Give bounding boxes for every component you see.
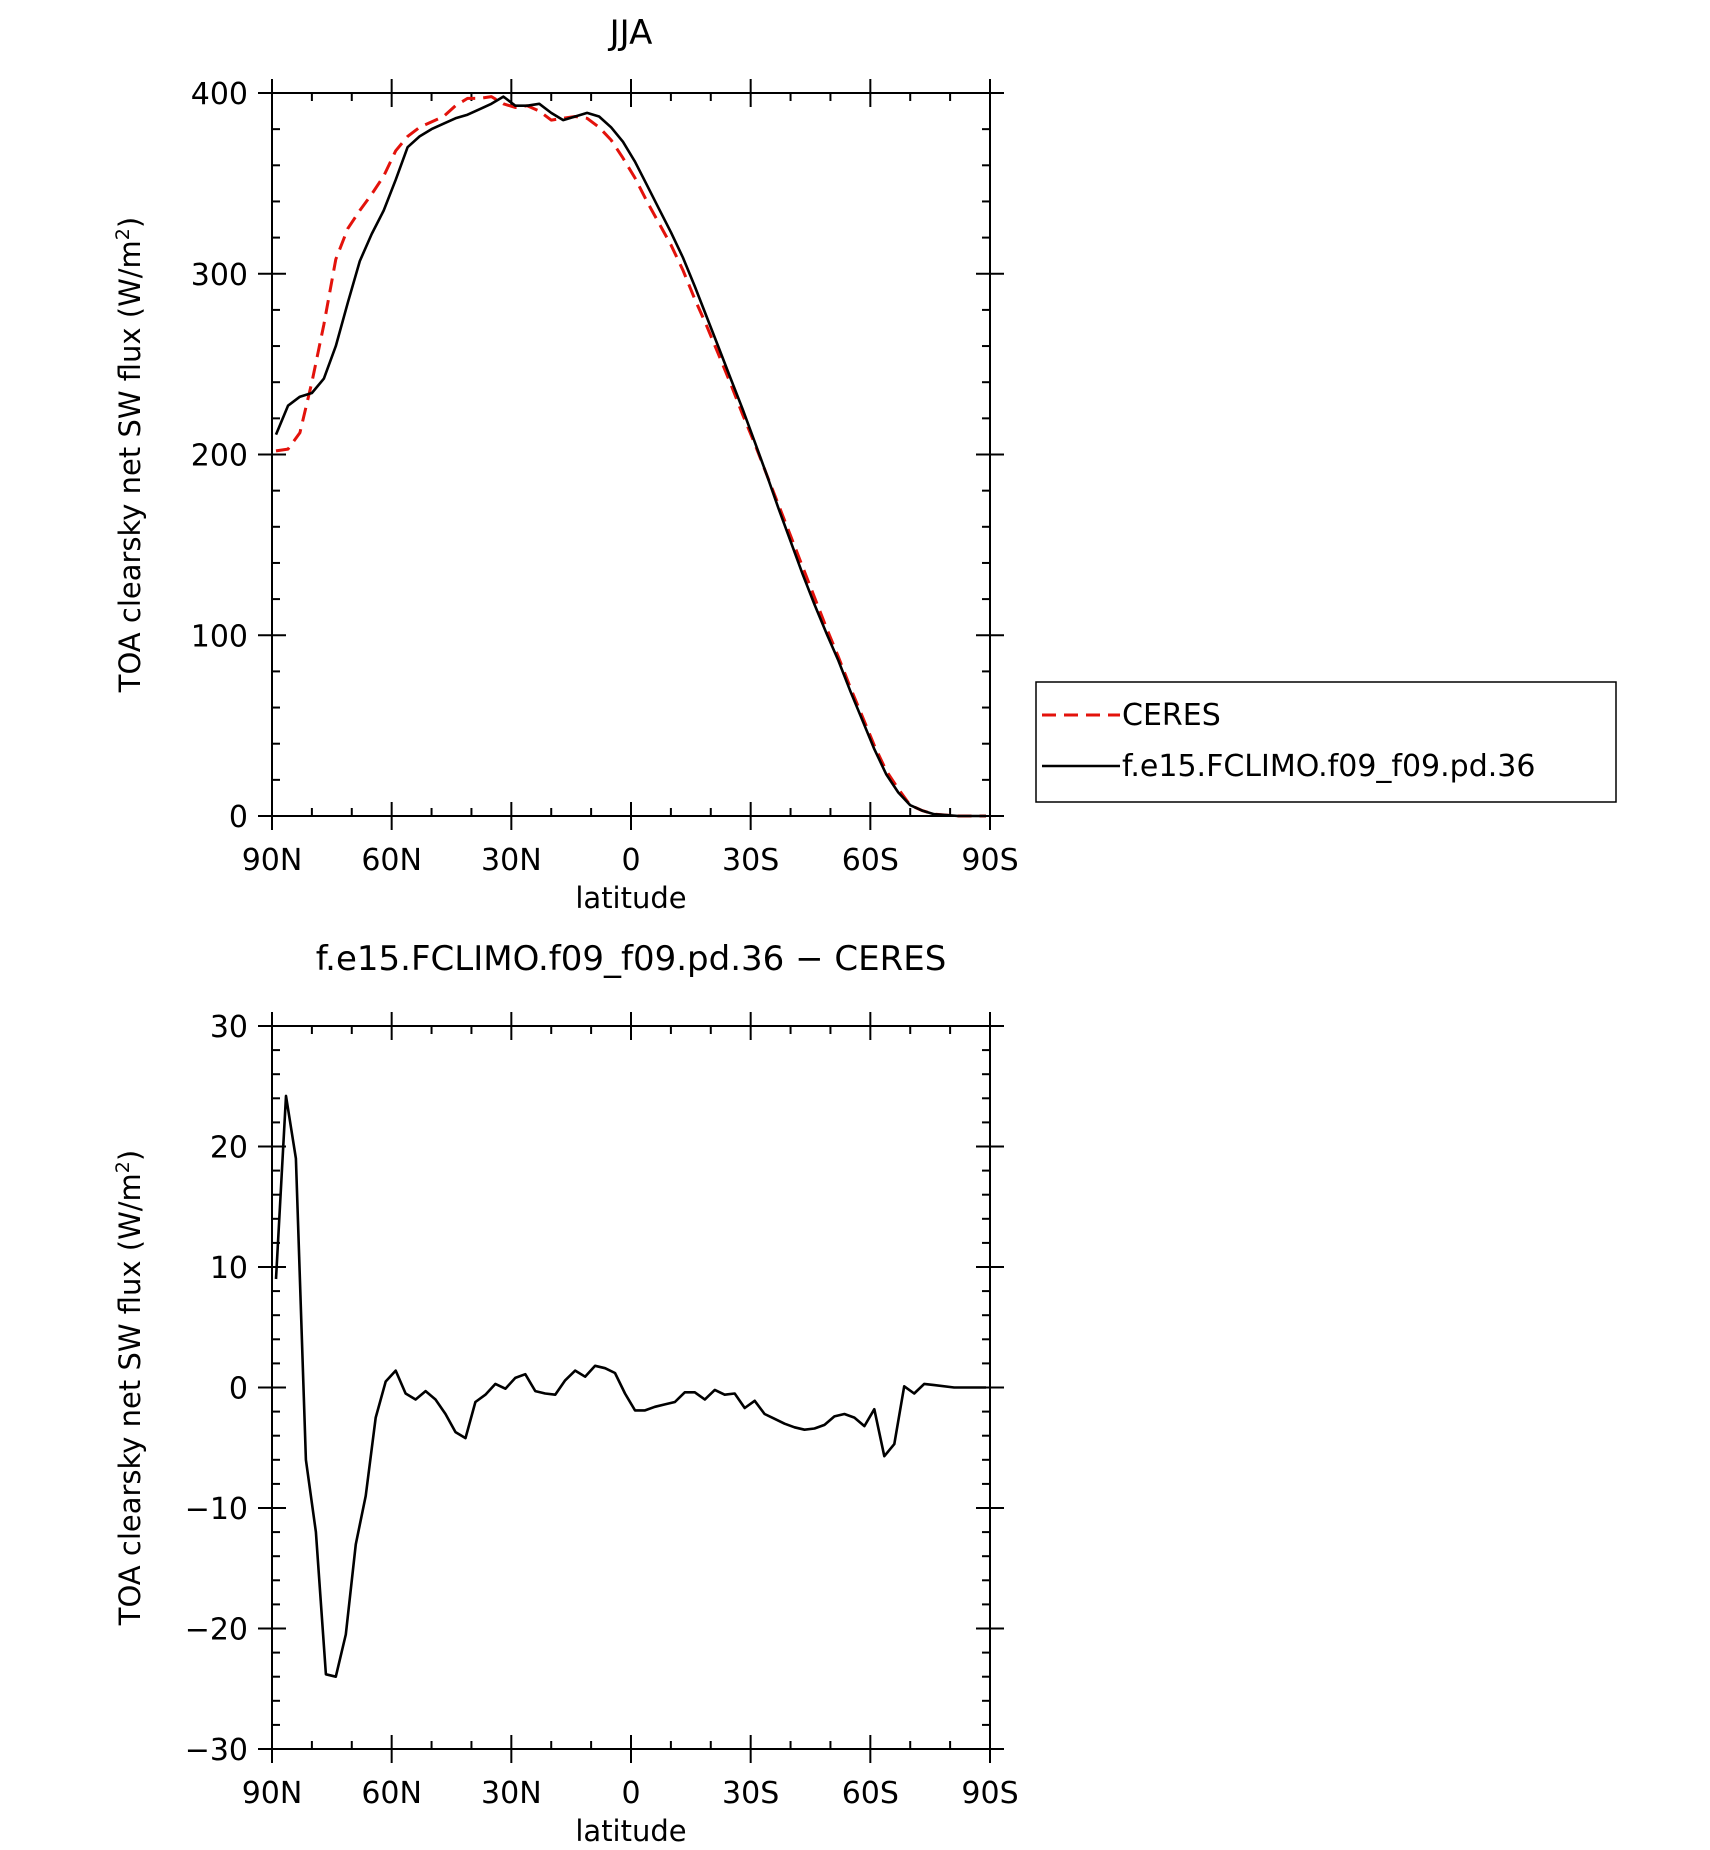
bottom-panel-difference: f.e15.FCLIMO.f09_f09.pd.36 − CERES 90N 6… [112,939,1019,1848]
bottom-x-tick-labels: 90N 60N 30N 0 30S 60S 90S [242,1776,1019,1811]
bottom-x-tick-label: 90S [961,1776,1018,1811]
bottom-y-tick-label: 10 [210,1251,248,1286]
bottom-x-axis-label: latitude [575,1814,686,1848]
legend-model-label: f.e15.FCLIMO.f09_f09.pd.36 [1122,749,1535,784]
top-axis-ticks [258,79,1004,830]
bottom-y-axis-label-main: TOA clearsky net SW flux (W/m [113,1173,147,1626]
bottom-series [274,1094,986,1678]
legend-box [1035,681,1617,803]
model-series-line [274,95,986,818]
difference-series-line [274,1094,986,1678]
ceres-series-line [275,95,986,818]
top-x-tick-label: 30S [722,843,779,878]
top-x-tick-label: 60S [842,843,899,878]
bottom-y-tick-label: 30 [210,1010,248,1045]
top-plot-title: JJA [608,13,653,53]
top-x-tick-label: 0 [621,843,640,878]
bottom-x-tick-label: 60S [842,1776,899,1811]
top-y-tick-label: 400 [191,77,248,112]
bottom-y-axis-label: TOA clearsky net SW flux (W/m2) [112,1150,147,1626]
bottom-y-tick-label: −30 [185,1733,248,1768]
top-series [274,95,986,818]
top-plot-frame [271,92,991,817]
top-panel-jja: JJA 90N 60N 30N 0 30S 60S 90S 0 100 200 … [112,13,1617,915]
top-y-axis-label: TOA clearsky net SW flux (W/m2) [112,217,147,693]
bottom-y-axis-label-sup: 2 [112,1161,134,1173]
top-y-axis-label-sup: 2 [112,228,134,240]
bottom-y-axis-label-close: ) [113,1150,147,1161]
top-x-tick-label: 90S [961,843,1018,878]
legend-ceres-label: CERES [1122,698,1221,733]
top-x-tick-label: 30N [481,843,542,878]
bottom-axis-ticks [258,1012,1004,1763]
top-y-tick-label: 300 [191,258,248,293]
bottom-y-tick-label: −20 [185,1613,248,1648]
bottom-x-tick-label: 60N [361,1776,422,1811]
bottom-plot-title: f.e15.FCLIMO.f09_f09.pd.36 − CERES [316,939,947,979]
bottom-x-tick-label: 30S [722,1776,779,1811]
top-y-tick-label: 0 [229,800,248,835]
top-y-axis-label-main: TOA clearsky net SW flux (W/m [113,240,147,693]
bottom-y-tick-label: −10 [185,1492,248,1527]
bottom-y-tick-labels: −30 −20 −10 0 10 20 30 [185,1010,248,1768]
top-y-tick-labels: 0 100 200 300 400 [191,77,248,835]
top-x-tick-labels: 90N 60N 30N 0 30S 60S 90S [242,843,1019,878]
top-y-tick-label: 100 [191,619,248,654]
bottom-x-tick-label: 0 [621,1776,640,1811]
legend: CERES f.e15.FCLIMO.f09_f09.pd.36 [1035,681,1617,803]
bottom-y-tick-label: 20 [210,1131,248,1166]
top-y-axis-label-close: ) [113,217,147,228]
top-x-tick-label: 60N [361,843,422,878]
bottom-x-tick-label: 30N [481,1776,542,1811]
top-x-tick-label: 90N [242,843,303,878]
bottom-x-tick-label: 90N [242,1776,303,1811]
bottom-plot-frame [271,1025,991,1750]
bottom-y-tick-label: 0 [229,1372,248,1407]
top-y-tick-label: 200 [191,439,248,474]
top-x-axis-label: latitude [575,881,686,915]
